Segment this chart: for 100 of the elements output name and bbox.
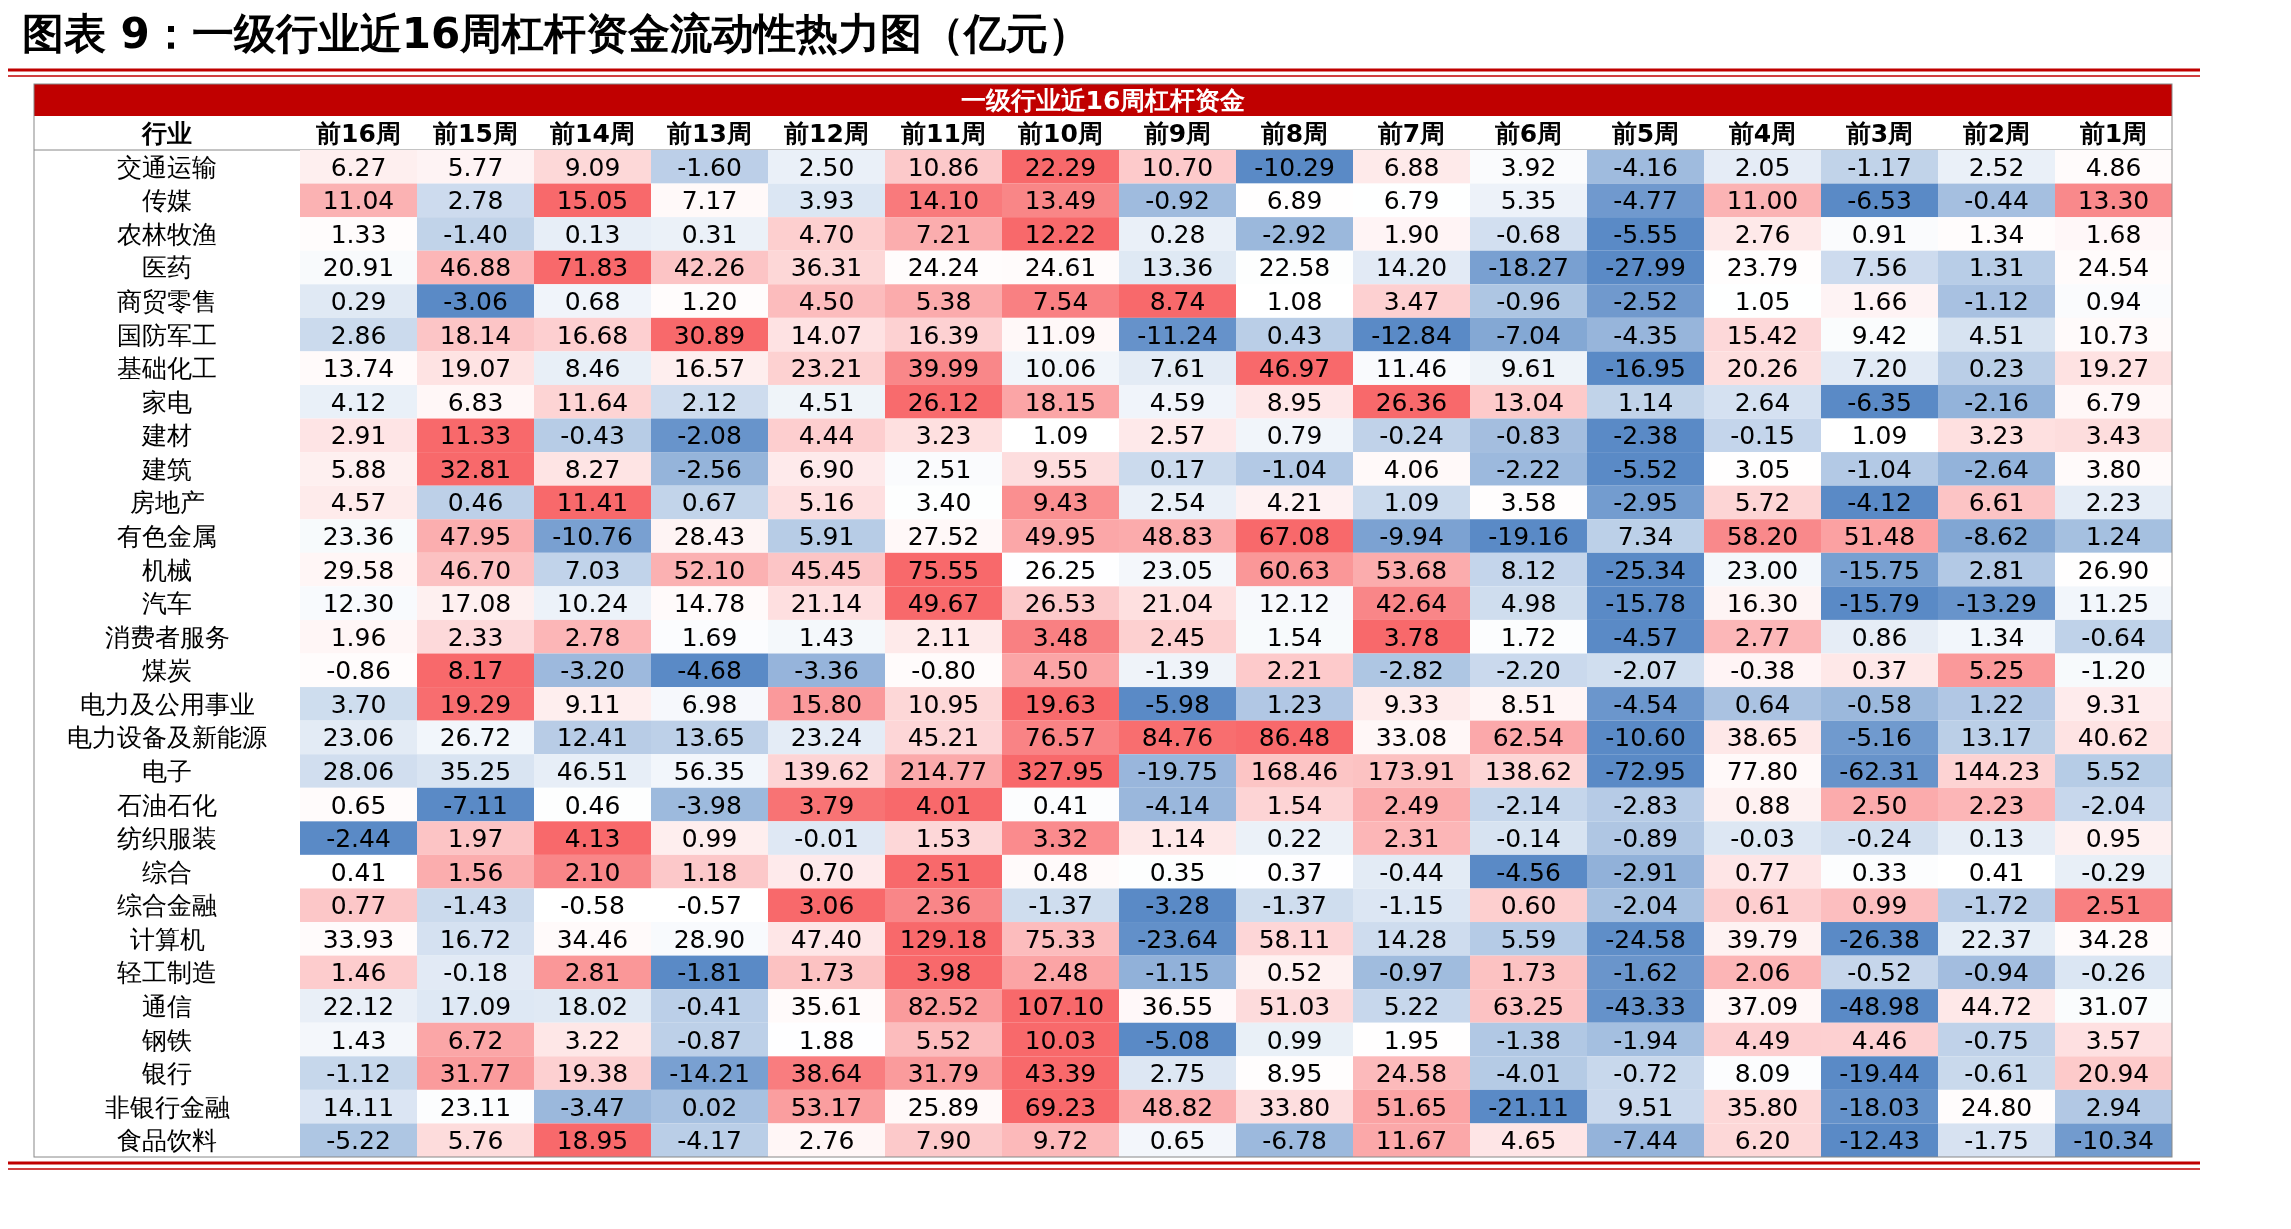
data-label: 7.61	[1149, 354, 1206, 384]
data-label: 5.76	[447, 1126, 504, 1156]
y-tick-label: 通信	[142, 991, 192, 1021]
data-label: 2.76	[1734, 219, 1791, 249]
data-label: 13.36	[1141, 253, 1214, 283]
data-label: 0.77	[330, 891, 387, 921]
data-label: -2.91	[1613, 857, 1678, 887]
data-label: 1.56	[447, 857, 504, 887]
data-label: 1.09	[1851, 421, 1908, 451]
data-label: 3.57	[2085, 1025, 2142, 1055]
y-tick-label: 电子	[142, 756, 192, 786]
x-tick-label: 前7周	[1376, 119, 1446, 148]
data-label: 10.70	[1141, 152, 1214, 182]
data-label: 0.91	[1851, 219, 1908, 249]
y-tick-label: 钢铁	[141, 1025, 192, 1055]
data-label: -7.44	[1613, 1126, 1678, 1156]
data-label: 4.12	[330, 387, 387, 417]
data-label: 129.18	[899, 924, 988, 954]
data-label: -0.86	[326, 656, 391, 686]
data-label: 2.75	[1149, 1059, 1206, 1089]
data-label: 23.11	[439, 1092, 512, 1122]
y-tick-label: 建材	[141, 421, 192, 451]
data-label: 12.12	[1258, 589, 1331, 619]
data-label: -4.16	[1613, 152, 1678, 182]
y-tick-label: 传媒	[142, 186, 192, 216]
data-label: 26.90	[2077, 555, 2150, 585]
y-tick-label: 房地产	[129, 488, 205, 518]
data-label: 3.92	[1500, 152, 1557, 182]
data-label: 6.72	[447, 1025, 504, 1055]
data-label: -1.37	[1262, 891, 1327, 921]
data-label: 77.80	[1726, 756, 1799, 786]
data-label: 2.49	[1383, 790, 1440, 820]
data-label: 4.59	[1149, 387, 1206, 417]
data-label: 107.10	[1016, 991, 1105, 1021]
data-label: -0.14	[1496, 824, 1561, 854]
data-label: 45.21	[907, 723, 980, 753]
data-label: 7.17	[681, 186, 738, 216]
data-label: 2.78	[564, 622, 621, 652]
data-label: 13.17	[1960, 723, 2033, 753]
data-label: 60.63	[1258, 555, 1331, 585]
data-label: -1.15	[1379, 891, 1444, 921]
data-label: 39.79	[1726, 924, 1799, 954]
data-label: 28.43	[673, 522, 746, 552]
data-label: -7.11	[443, 790, 508, 820]
data-label: -0.58	[1847, 689, 1912, 719]
data-label: -0.96	[1496, 287, 1561, 317]
data-label: -16.95	[1605, 354, 1686, 384]
data-label: 7.21	[915, 219, 972, 249]
y-tick-label: 医药	[142, 253, 192, 283]
data-label: 5.16	[798, 488, 855, 518]
data-label: 4.86	[2085, 152, 2142, 182]
data-label: 3.80	[2085, 454, 2142, 484]
data-label: 71.83	[556, 253, 629, 283]
data-label: 69.23	[1024, 1092, 1097, 1122]
data-label: 1.72	[1500, 622, 1557, 652]
data-label: -15.75	[1839, 555, 1920, 585]
data-label: 0.37	[1266, 857, 1323, 887]
data-label: 7.34	[1617, 522, 1674, 552]
data-label: 1.05	[1734, 287, 1791, 317]
data-label: 0.86	[1851, 622, 1908, 652]
data-label: -2.22	[1496, 454, 1561, 484]
data-label: -1.39	[1145, 656, 1210, 686]
data-label: -4.57	[1613, 622, 1678, 652]
data-label: 4.51	[798, 387, 855, 417]
data-label: 0.37	[1851, 656, 1908, 686]
data-label: 58.20	[1726, 522, 1799, 552]
data-label: 0.48	[1032, 857, 1089, 887]
data-label: 7.56	[1851, 253, 1908, 283]
data-label: 2.11	[915, 622, 972, 652]
data-label: 22.29	[1024, 152, 1097, 182]
data-label: 33.93	[322, 924, 395, 954]
data-label: 17.08	[439, 589, 512, 619]
data-label: 1.68	[2085, 219, 2142, 249]
data-label: 9.55	[1032, 454, 1089, 484]
data-label: 2.51	[2085, 891, 2142, 921]
data-label: 42.64	[1375, 589, 1448, 619]
data-label: 18.02	[556, 991, 629, 1021]
data-label: 11.00	[1726, 186, 1799, 216]
data-label: 2.64	[1734, 387, 1791, 417]
data-label: -4.12	[1847, 488, 1912, 518]
data-label: 45.45	[790, 555, 863, 585]
data-label: 5.38	[915, 287, 972, 317]
data-label: 1.08	[1266, 287, 1323, 317]
y-tick-label: 纺织服装	[117, 824, 217, 854]
data-label: -0.58	[560, 891, 625, 921]
data-label: 18.95	[556, 1126, 629, 1156]
data-label: 1.14	[1617, 387, 1674, 417]
data-label: 22.58	[1258, 253, 1331, 283]
data-label: 0.67	[681, 488, 738, 518]
data-label: 0.33	[1851, 857, 1908, 887]
data-label: 3.32	[1032, 824, 1089, 854]
data-label: 168.46	[1250, 756, 1339, 786]
data-label: 35.80	[1726, 1092, 1799, 1122]
data-label: 1.09	[1032, 421, 1089, 451]
data-label: 18.14	[439, 320, 512, 350]
x-tick-label: 前10周	[1017, 119, 1103, 148]
data-label: -19.75	[1137, 756, 1218, 786]
data-label: 4.51	[1968, 320, 2025, 350]
data-label: 22.37	[1960, 924, 2033, 954]
data-label: 7.54	[1032, 287, 1089, 317]
